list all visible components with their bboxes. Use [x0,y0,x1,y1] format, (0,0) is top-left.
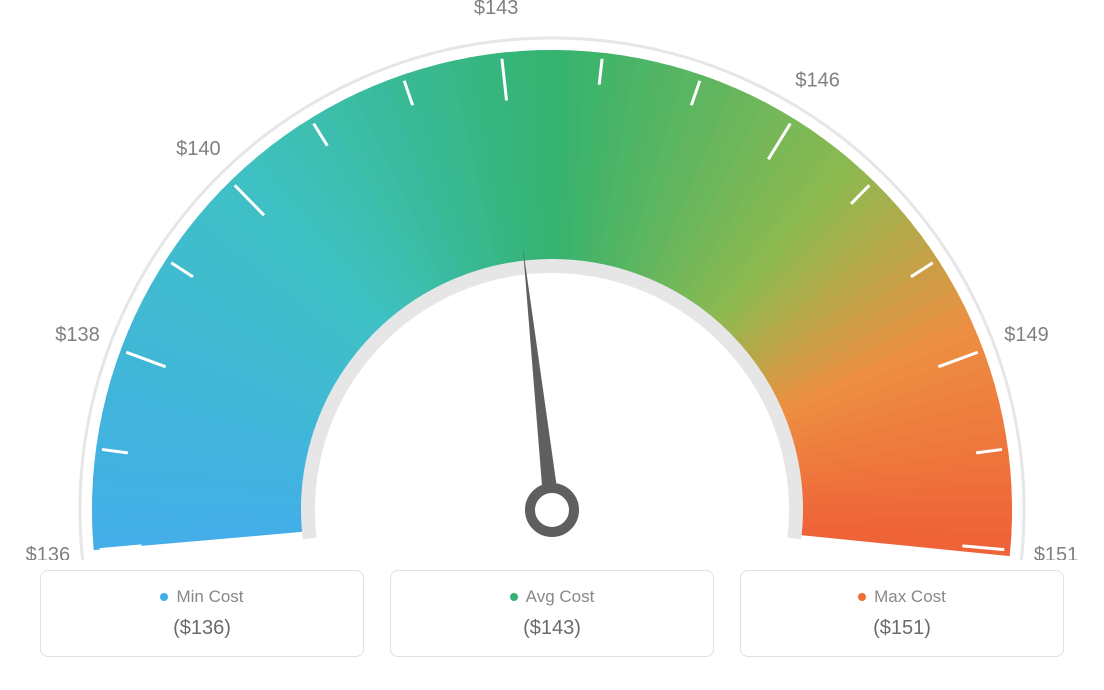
svg-text:$143: $143 [474,0,519,19]
min-cost-card: Min Cost ($136) [40,570,364,657]
avg-cost-card: Avg Cost ($143) [390,570,714,657]
gauge-chart: $136 $138 $140 $143 $146 $149 $151 [0,0,1104,560]
avg-cost-label: Avg Cost [411,587,693,607]
min-cost-label: Min Cost [61,587,343,607]
svg-text:$149: $149 [1004,324,1049,346]
svg-text:$146: $146 [795,69,840,91]
max-cost-value: ($151) [761,617,1043,640]
svg-text:$140: $140 [176,138,221,160]
gauge-svg: $136 $138 $140 $143 $146 $149 $151 [0,0,1104,560]
svg-text:$136: $136 [26,544,71,560]
summary-cards: Min Cost ($136) Avg Cost ($143) Max Cost… [0,570,1104,657]
max-cost-card: Max Cost ($151) [740,570,1064,657]
max-cost-label: Max Cost [761,587,1043,607]
svg-text:$138: $138 [55,324,100,346]
svg-text:$151: $151 [1034,544,1079,560]
avg-cost-value: ($143) [411,617,693,640]
min-cost-value: ($136) [61,617,343,640]
